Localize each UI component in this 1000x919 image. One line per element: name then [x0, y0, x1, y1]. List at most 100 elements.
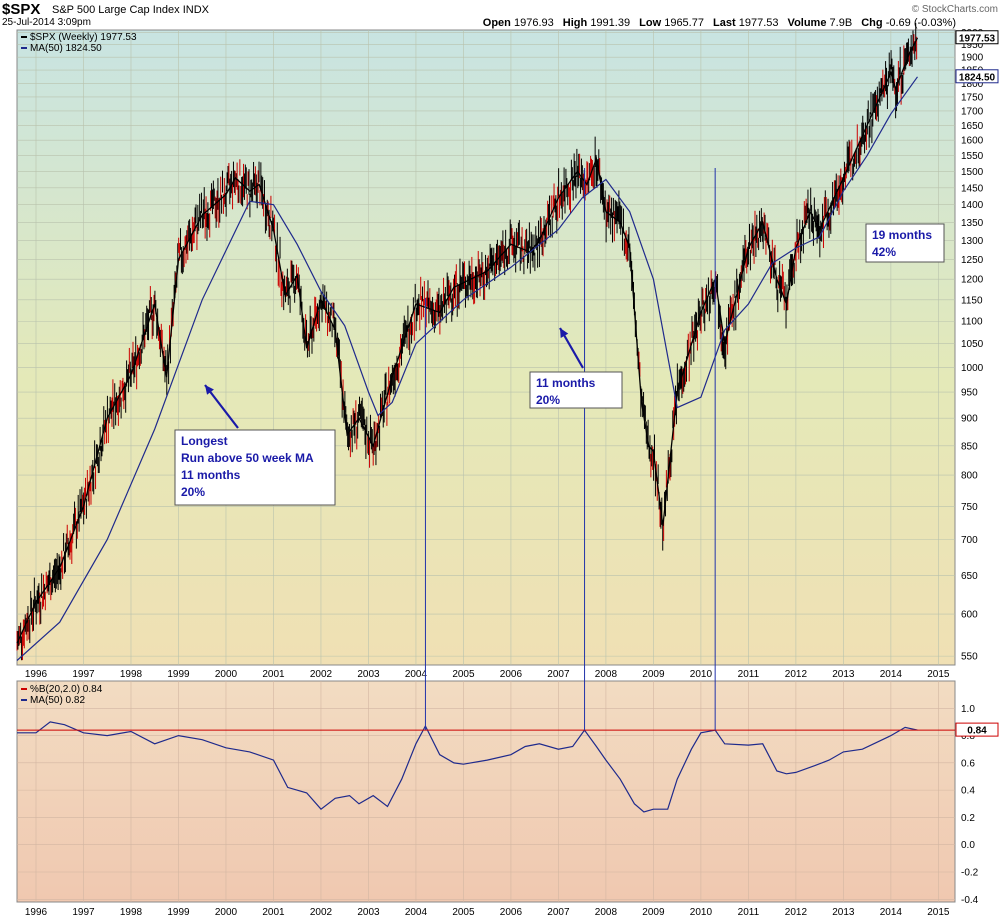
price-x-tick-label: 2011	[738, 669, 760, 680]
legend-spx-label: $SPX (Weekly) 1977.53	[30, 32, 137, 43]
indicator-x-tick-label: 1999	[167, 907, 190, 918]
chg-value: -0.69 (-0.03%)	[885, 17, 956, 29]
indicator-y-tick-label: 0.6	[961, 758, 975, 769]
indicator-x-tick-label: 2007	[547, 907, 570, 918]
indicator-x-tick-label: 2003	[357, 907, 380, 918]
open-value: 1976.93	[513, 17, 554, 29]
indicator-y-tick-label: -0.2	[961, 867, 979, 878]
last-value: 1977.53	[738, 17, 779, 29]
annotation-box	[865, 223, 945, 263]
price-y-tick-label: 1400	[961, 200, 984, 211]
price-y-tick-label: 650	[961, 571, 978, 582]
price-y-tick-label: 600	[961, 610, 978, 621]
price-y-tick-label: 1300	[961, 236, 984, 247]
price-legend	[21, 36, 27, 49]
price-x-tick-label: 2010	[690, 669, 713, 680]
price-x-tick-label: 2015	[927, 669, 950, 680]
last-price-tag: 1977.53	[959, 33, 996, 44]
price-y-tick-label: 1950	[961, 40, 984, 51]
last-label: Last	[713, 17, 736, 29]
price-y-tick-label: 700	[961, 535, 978, 546]
annotation-text: 20%	[536, 393, 560, 407]
indicator-y-tick-label: 0.2	[961, 813, 975, 824]
pctb-ma50-line	[17, 721, 918, 813]
price-x-tick-label: 2000	[215, 669, 238, 680]
price-y-tick-label: 1900	[961, 53, 984, 64]
price-y-tick-label: 1750	[961, 92, 984, 103]
price-panel	[16, 29, 956, 666]
price-y-tick-label: 1100	[961, 317, 983, 328]
price-x-tick-label: 2013	[832, 669, 855, 680]
price-y-tick-label: 850	[961, 441, 978, 452]
price-x-tick-label: 2007	[547, 669, 570, 680]
price-y-tick-label: 1150	[961, 295, 983, 306]
indicator-x-tick-label: 2005	[452, 907, 475, 918]
ma-value-tag: 1824.50	[959, 72, 996, 83]
annotation-box	[174, 429, 336, 506]
low-label: Low	[639, 17, 662, 29]
annotation-text: 11 months	[536, 376, 596, 390]
price-y-tick-label: 1650	[961, 121, 984, 132]
chg-label: Chg	[861, 17, 883, 29]
price-x-tick-label: 1998	[120, 669, 143, 680]
price-y-tick-label: 1500	[961, 167, 984, 178]
indicator-x-tick-label: 1996	[25, 907, 48, 918]
indicator-y-tick-label: -0.4	[961, 895, 979, 906]
price-y-tick-label: 1700	[961, 106, 984, 117]
low-value: 1965.77	[664, 17, 704, 29]
indicator-x-tick-label: 2011	[738, 907, 760, 918]
annotation-text: 19 months	[872, 228, 932, 242]
price-y-tick-label: 550	[961, 652, 978, 663]
ma-value-tag-box	[955, 69, 999, 84]
price-x-tick-label: 2009	[642, 669, 665, 680]
indicator-x-tick-label: 2015	[927, 907, 950, 918]
indicator-x-tick-label: 2014	[880, 907, 903, 918]
annotation-box	[529, 371, 623, 409]
price-x-tick-label: 1997	[72, 669, 95, 680]
indicator-y-tick-label: 1.0	[961, 704, 975, 715]
price-x-tick-label: 2003	[357, 669, 380, 680]
indicator-x-tick-label: 1998	[120, 907, 143, 918]
legend-pctb-ma-label: MA(50) 0.82	[30, 695, 85, 706]
chart-date: 25-Jul-2014 3:09pm	[2, 17, 91, 28]
price-x-tick-label: 1999	[167, 669, 190, 680]
price-x-tick-label: 2008	[595, 669, 618, 680]
annotation-text: 11 months	[181, 468, 241, 482]
price-y-tick-label: 1450	[961, 183, 984, 194]
indicator-x-tick-label: 2006	[500, 907, 523, 918]
pctb-value-tag-box	[955, 722, 999, 737]
annotation-text: 42%	[872, 245, 896, 259]
pctb-value-tag: 0.84	[967, 726, 987, 737]
ma50-line	[16, 76, 918, 661]
legend-ma-label: MA(50) 1824.50	[30, 43, 102, 54]
price-y-tick-label: 1550	[961, 151, 984, 162]
price-y-tick-label: 950	[961, 388, 978, 399]
price-y-tick-label: 750	[961, 502, 978, 513]
volume-label: Volume	[787, 17, 827, 29]
high-label: High	[562, 17, 588, 29]
indicator-x-tick-label: 2010	[690, 907, 713, 918]
price-y-tick-label: 900	[961, 414, 978, 425]
indicator-x-tick-label: 2012	[785, 907, 808, 918]
price-x-tick-label: 2005	[452, 669, 475, 680]
annotation-text: Run above 50 week MA	[181, 451, 314, 465]
symbol-title: $SPX	[2, 1, 41, 18]
price-y-tick-label: 800	[961, 471, 978, 482]
price-y-tick-label: 1800	[961, 79, 984, 90]
indicator-panel	[16, 680, 956, 903]
price-y-tick-label: 1600	[961, 136, 984, 147]
price-y-tick-label: 1350	[961, 218, 984, 229]
indicator-x-tick-label: 2001	[262, 907, 285, 918]
price-series-line	[16, 37, 919, 644]
price-x-tick-label: 2014	[880, 669, 903, 680]
brand-watermark: © StockCharts.com	[911, 4, 998, 15]
volume-value: 7.9B	[829, 17, 853, 29]
exchange-label: INDX	[182, 4, 209, 16]
price-x-tick-label: 2006	[500, 669, 523, 680]
annotation-arrow	[204, 384, 239, 429]
indicator-x-tick-label: 2000	[215, 907, 238, 918]
price-x-tick-label: 1996	[25, 669, 48, 680]
index-name-text: S&P 500 Large Cap Index	[52, 4, 180, 16]
